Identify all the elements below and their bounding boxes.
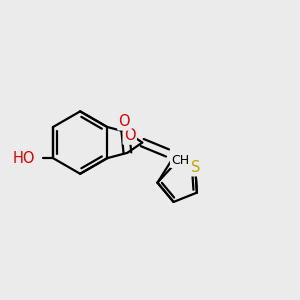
- Text: S: S: [190, 160, 200, 175]
- Text: CH₃: CH₃: [171, 154, 194, 167]
- Text: HO: HO: [13, 151, 35, 166]
- Text: O: O: [118, 114, 130, 129]
- Text: O: O: [124, 128, 136, 143]
